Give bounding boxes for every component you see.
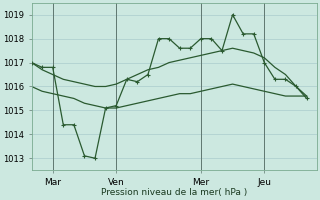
X-axis label: Pression niveau de la mer( hPa ): Pression niveau de la mer( hPa ) [101, 188, 247, 197]
